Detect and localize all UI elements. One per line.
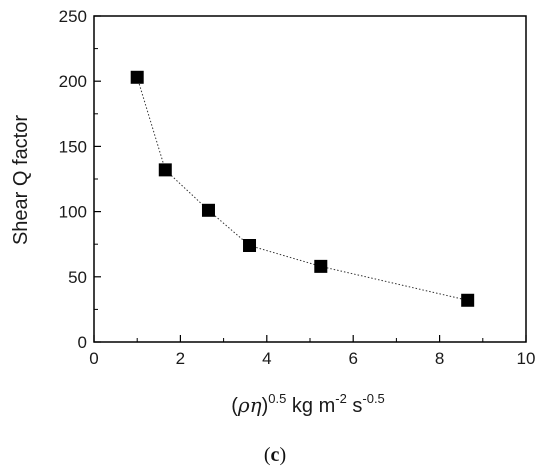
x-tick-label: 4	[262, 349, 271, 368]
panel-label-close: )	[279, 444, 286, 466]
x-title-close: )	[262, 395, 269, 417]
y-tick-label: 200	[59, 72, 87, 91]
y-tick-label: 100	[59, 203, 87, 222]
x-title-exp2: -2	[335, 391, 347, 406]
panel-label-letter: c	[271, 444, 280, 466]
panel-label-open: (	[264, 444, 271, 466]
data-point	[314, 259, 328, 273]
x-title-open: (	[231, 395, 238, 417]
panel-label: (c)	[264, 444, 286, 466]
x-tick-label: 8	[435, 349, 444, 368]
data-point	[461, 293, 475, 307]
y-tick-label: 0	[78, 333, 87, 352]
x-tick-label: 2	[176, 349, 185, 368]
x-title-unit1: kg m	[286, 395, 335, 417]
x-axis-title: (ρη)0.5 kg m-2 s-0.5	[231, 391, 385, 417]
y-tick-label: 250	[59, 7, 87, 26]
x-title-exp1: 0.5	[268, 391, 286, 406]
y-tick-label: 50	[68, 268, 87, 287]
y-axis-tick-labels: 0 50 100 150 200 250	[59, 7, 87, 352]
x-axis-tick-labels: 0 2 4 6 8 10	[89, 349, 535, 368]
x-tick-label: 10	[517, 349, 536, 368]
x-tick-label: 6	[348, 349, 357, 368]
x-tick-label: 0	[89, 349, 98, 368]
y-axis-title: Shear Q factor	[10, 115, 32, 245]
x-title-unit2: s	[347, 395, 363, 417]
data-markers	[130, 70, 475, 307]
data-point	[243, 239, 257, 253]
series-line	[136, 77, 468, 301]
plot-frame	[93, 15, 527, 343]
x-axis-ticks	[93, 335, 527, 342]
x-title-symbols: ρη	[237, 393, 262, 417]
data-point	[201, 203, 215, 217]
y-axis-ticks	[94, 15, 101, 343]
data-point	[130, 70, 144, 84]
y-tick-label: 150	[59, 137, 87, 156]
x-title-exp3: -0.5	[362, 391, 384, 406]
data-point	[158, 163, 172, 177]
